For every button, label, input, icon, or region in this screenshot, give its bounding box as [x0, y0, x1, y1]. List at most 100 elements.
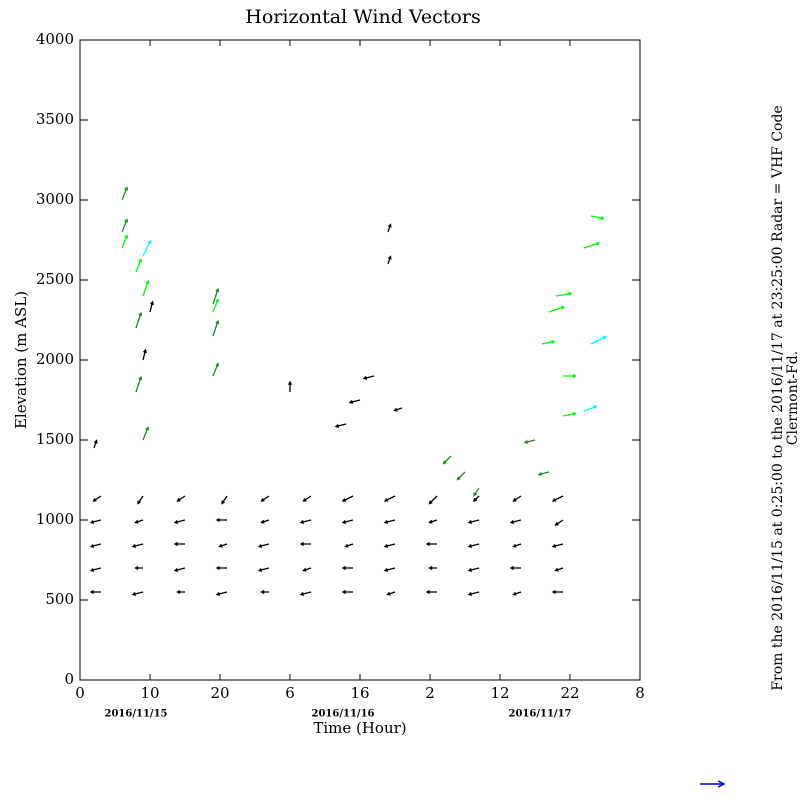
wind-vector [467, 519, 480, 524]
wind-vector [260, 495, 270, 502]
wind-vector [135, 311, 143, 329]
wind-vector [134, 565, 143, 571]
wind-vector [467, 567, 480, 572]
x-tick-label: 10 [140, 684, 159, 702]
wind-vector [341, 565, 353, 571]
wind-vector [176, 495, 186, 502]
wind-vector [302, 495, 312, 502]
y-tick-label: 4000 [36, 30, 74, 48]
wind-vector [551, 589, 563, 595]
wind-vector [512, 543, 522, 548]
wind-vector [383, 519, 396, 524]
x-axis-label: Time (Hour) [313, 719, 406, 737]
wind-vector [473, 487, 480, 497]
wind-vector [590, 335, 608, 345]
wind-vector [341, 519, 354, 524]
wind-vector [302, 567, 312, 572]
wind-vector [554, 567, 564, 572]
wind-vector [260, 589, 269, 595]
wind-vector [257, 543, 270, 548]
wind-vector [562, 411, 577, 417]
wind-vector [344, 543, 354, 548]
wind-vector [299, 519, 312, 524]
y-tick-label: 3500 [36, 110, 74, 128]
chart-title: Horizontal Wind Vectors [245, 6, 480, 28]
wind-vector [142, 348, 147, 361]
wind-vector [221, 495, 228, 505]
side-text: Clermont-Fd. [785, 351, 800, 445]
x-tick-label: 22 [560, 684, 579, 702]
y-tick-label: 3000 [36, 190, 74, 208]
wind-vector [383, 567, 396, 572]
wind-vector [428, 519, 438, 524]
x-tick-label: 8 [635, 684, 645, 702]
x-tick-label: 16 [350, 684, 369, 702]
wind-vector [121, 218, 129, 233]
wind-vector [215, 565, 227, 571]
wind-vector [134, 519, 144, 524]
wind-vector [456, 471, 466, 481]
plot-frame [79, 39, 641, 681]
y-tick-label: 1000 [36, 510, 74, 528]
wind-vector [554, 519, 564, 526]
wind-vector [215, 517, 227, 523]
wind-vector [555, 291, 573, 297]
x-tick-label: 12 [490, 684, 509, 702]
wind-vector [541, 339, 556, 345]
wind-vector [334, 423, 347, 428]
wind-vector [299, 541, 311, 547]
wind-vector [92, 495, 102, 502]
y-tick-label: 2000 [36, 350, 74, 368]
wind-vector [212, 298, 220, 313]
wind-vector [173, 567, 186, 572]
y-axis-label: Elevation (m ASL) [12, 291, 30, 429]
wind-vector [428, 565, 437, 571]
wind-vector [89, 567, 102, 572]
y-tick-label: 1500 [36, 430, 74, 448]
wind-vector [551, 543, 564, 548]
y-tick-label: 2500 [36, 270, 74, 288]
wind-vector [149, 300, 154, 313]
wind-vector [512, 495, 522, 502]
wind-vector [257, 567, 270, 572]
wind-vector [89, 589, 101, 595]
wind-vector [142, 279, 150, 297]
wind-vector [176, 589, 185, 595]
wind-vector [135, 375, 143, 393]
wind-vector [341, 589, 353, 595]
date-label: 2016/11/16 [312, 709, 375, 720]
x-tick-label: 0 [75, 684, 85, 702]
wind-vector [362, 375, 375, 380]
date-label: 2016/11/15 [105, 709, 168, 720]
wind-vector [348, 399, 361, 404]
wind-vector [121, 186, 129, 201]
wind-vector [590, 215, 605, 221]
wind-vector [341, 495, 354, 502]
wind-vector [260, 519, 270, 524]
wind-vector [425, 541, 437, 547]
wind-vector [583, 241, 601, 249]
x-tick-label: 20 [210, 684, 229, 702]
wind-vector [215, 591, 228, 596]
wind-vector [386, 591, 396, 596]
wind-vector [442, 455, 452, 465]
wind-vector [467, 543, 480, 548]
reference-arrow-head [717, 780, 726, 788]
y-tick-label: 0 [64, 670, 74, 688]
wind-vector [467, 591, 480, 596]
wind-vector [173, 519, 186, 524]
wind-vector [173, 541, 185, 547]
wind-vector [89, 519, 102, 524]
wind-vector [212, 319, 220, 337]
wind-vector [142, 239, 152, 257]
y-tick-label: 500 [45, 590, 74, 608]
wind-vector [287, 380, 293, 392]
wind-vector [135, 258, 143, 273]
x-tick-label: 2 [425, 684, 435, 702]
wind-vector [299, 591, 312, 596]
wind-vector [512, 591, 522, 596]
side-text: From the 2016/11/15 at 0:25:00 to the 20… [770, 105, 786, 690]
wind-vector [212, 287, 220, 305]
wind-vector [523, 439, 536, 444]
